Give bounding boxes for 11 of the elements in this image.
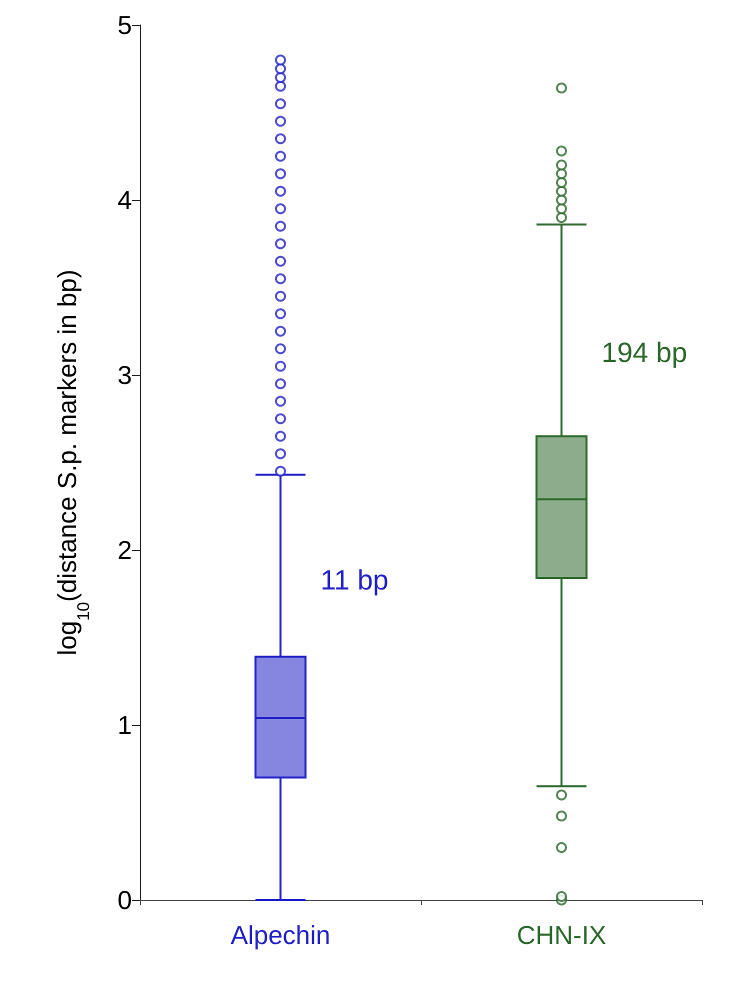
annotation: 11 bp xyxy=(320,564,388,596)
x-tick-label: Alpechin xyxy=(230,920,330,950)
y-tick-label: 4 xyxy=(118,185,132,215)
x-tick-label: CHN-IX xyxy=(516,920,606,950)
y-tick-label: 1 xyxy=(118,710,132,740)
y-tick-label: 0 xyxy=(118,885,132,915)
annotation: 194 bp xyxy=(602,336,688,368)
y-tick-label: 2 xyxy=(118,535,132,565)
y-axis-title: log10(distance S.p. markers in bp) xyxy=(52,270,93,656)
y-tick-label: 5 xyxy=(118,10,132,40)
y-tick-label: 3 xyxy=(118,360,132,390)
